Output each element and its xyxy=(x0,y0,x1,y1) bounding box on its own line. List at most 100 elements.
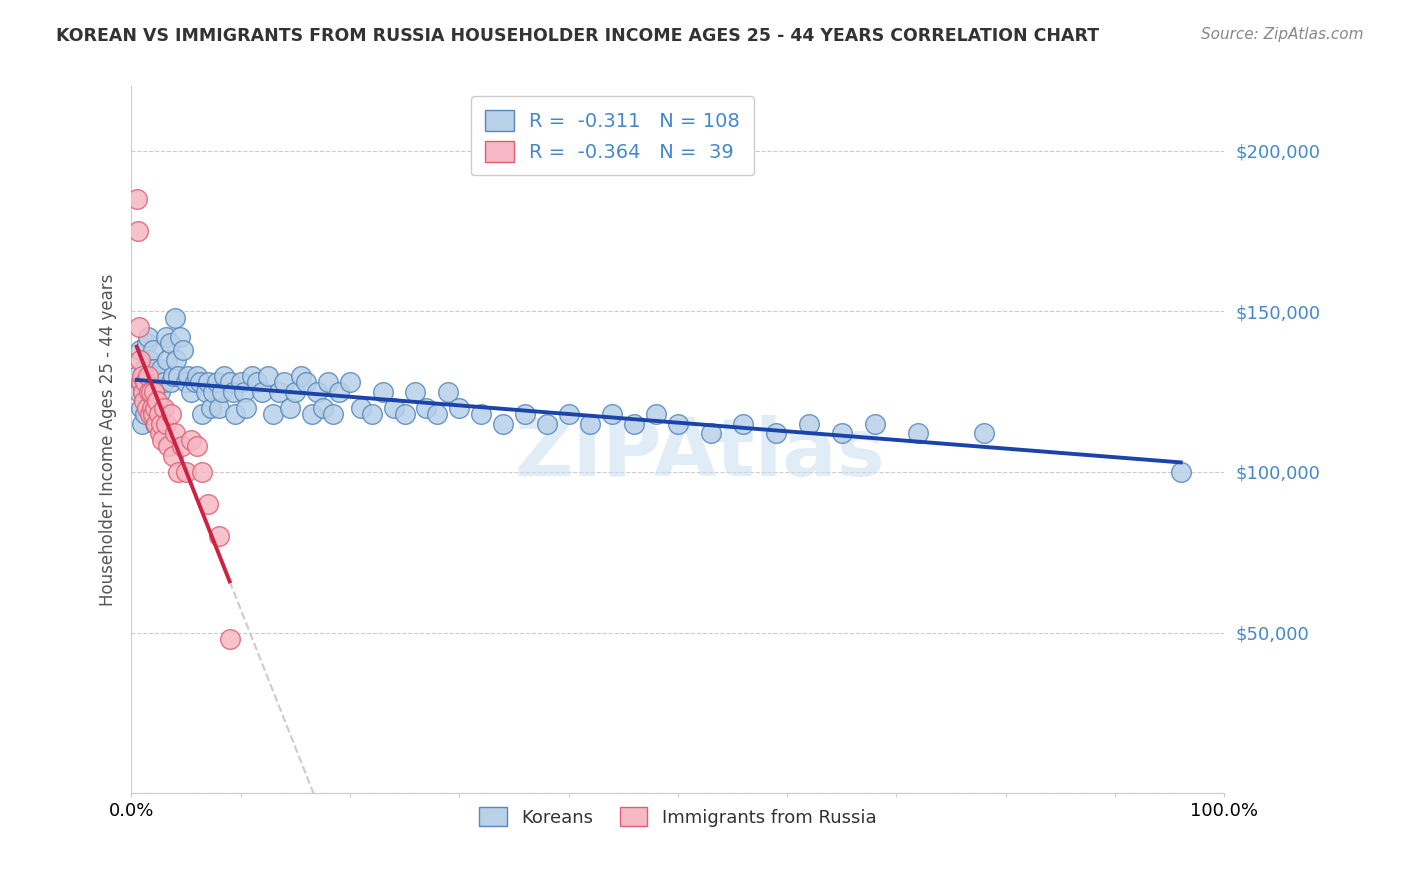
Point xyxy=(232,384,254,399)
Point xyxy=(437,384,460,399)
Point xyxy=(301,407,323,421)
Point xyxy=(125,192,148,206)
Point xyxy=(208,401,231,415)
Point xyxy=(470,407,492,421)
Point xyxy=(162,449,184,463)
Point xyxy=(208,529,231,543)
Point xyxy=(197,375,219,389)
Point xyxy=(159,407,181,421)
Legend: Koreans, Immigrants from Russia: Koreans, Immigrants from Russia xyxy=(472,799,883,834)
Point xyxy=(143,362,166,376)
Point xyxy=(149,426,172,441)
Point xyxy=(699,426,721,441)
Point xyxy=(212,368,235,383)
Point xyxy=(278,401,301,415)
Point xyxy=(134,394,156,409)
Point xyxy=(257,368,280,383)
Point xyxy=(188,375,211,389)
Point xyxy=(426,407,449,421)
Point xyxy=(153,401,176,415)
Point xyxy=(142,407,165,421)
Point xyxy=(135,401,157,415)
Point xyxy=(134,375,156,389)
Point xyxy=(141,394,163,409)
Point xyxy=(131,417,153,431)
Point xyxy=(146,407,169,421)
Point xyxy=(645,407,668,421)
Text: Source: ZipAtlas.com: Source: ZipAtlas.com xyxy=(1201,27,1364,42)
Point xyxy=(163,426,186,441)
Point xyxy=(339,375,361,389)
Point xyxy=(129,352,152,367)
Point xyxy=(143,417,166,431)
Point xyxy=(132,384,155,399)
Point xyxy=(252,384,274,399)
Point xyxy=(197,497,219,511)
Point xyxy=(186,439,208,453)
Point xyxy=(186,368,208,383)
Point xyxy=(973,426,995,441)
Point xyxy=(295,375,318,389)
Point xyxy=(405,384,427,399)
Y-axis label: Householder Income Ages 25 - 44 years: Householder Income Ages 25 - 44 years xyxy=(100,274,117,606)
Point xyxy=(311,401,333,415)
Point xyxy=(174,375,197,389)
Point xyxy=(155,417,177,431)
Point xyxy=(240,368,263,383)
Point xyxy=(492,417,515,431)
Point xyxy=(194,384,217,399)
Point xyxy=(831,426,853,441)
Point xyxy=(141,401,163,415)
Point xyxy=(142,343,165,357)
Point xyxy=(211,384,233,399)
Point xyxy=(167,465,190,479)
Point xyxy=(145,417,167,431)
Point xyxy=(177,368,200,383)
Point xyxy=(136,330,159,344)
Point xyxy=(139,384,162,399)
Point xyxy=(907,426,929,441)
Point xyxy=(666,417,689,431)
Point xyxy=(162,368,184,383)
Point xyxy=(284,384,307,399)
Point xyxy=(415,401,437,415)
Point xyxy=(131,375,153,389)
Point xyxy=(235,401,257,415)
Point xyxy=(191,407,214,421)
Point xyxy=(169,330,191,344)
Point xyxy=(307,384,329,399)
Point xyxy=(159,375,181,389)
Point xyxy=(149,362,172,376)
Point xyxy=(139,407,162,421)
Point xyxy=(136,375,159,389)
Point xyxy=(138,352,160,367)
Point xyxy=(328,384,350,399)
Point xyxy=(136,368,159,383)
Point xyxy=(128,384,150,399)
Point xyxy=(152,417,174,431)
Point xyxy=(180,433,202,447)
Point xyxy=(579,417,602,431)
Point xyxy=(267,384,290,399)
Point xyxy=(134,362,156,376)
Point xyxy=(129,401,152,415)
Point xyxy=(142,401,165,415)
Point xyxy=(143,401,166,415)
Point xyxy=(316,375,339,389)
Point xyxy=(155,330,177,344)
Point xyxy=(1170,465,1192,479)
Point xyxy=(129,375,152,389)
Text: KOREAN VS IMMIGRANTS FROM RUSSIA HOUSEHOLDER INCOME AGES 25 - 44 YEARS CORRELATI: KOREAN VS IMMIGRANTS FROM RUSSIA HOUSEHO… xyxy=(56,27,1099,45)
Point xyxy=(165,352,187,367)
Point xyxy=(733,417,755,431)
Point xyxy=(129,343,152,357)
Point xyxy=(156,352,179,367)
Point xyxy=(128,320,150,334)
Point xyxy=(134,407,156,421)
Point xyxy=(513,407,536,421)
Point xyxy=(262,407,284,421)
Point xyxy=(149,384,172,399)
Point xyxy=(765,426,787,441)
Point xyxy=(139,368,162,383)
Point xyxy=(150,433,173,447)
